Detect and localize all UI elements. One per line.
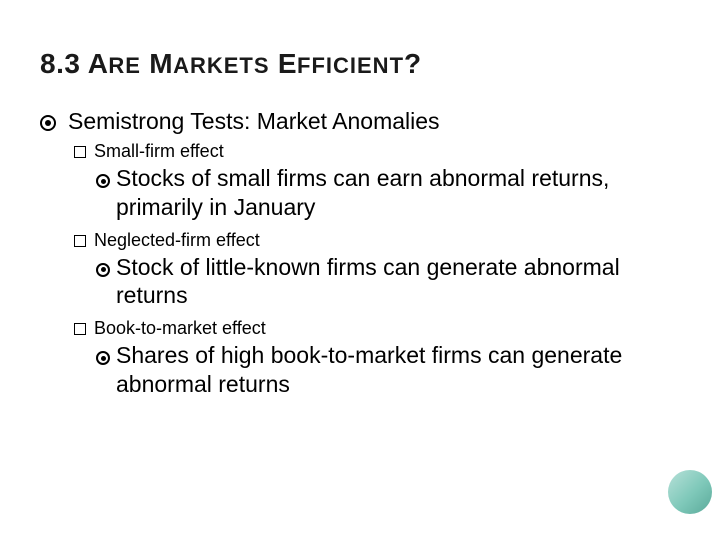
bullet-lvl1-text: Semistrong Tests: Market Anomalies <box>68 108 440 135</box>
bullet-lvl2-1: Small-firm effect <box>74 141 680 162</box>
title-word-2: MARKETS <box>149 48 278 79</box>
bullet-lvl2-3: Book-to-market effect <box>74 318 680 339</box>
slide-title: 8.3 ARE MARKETS EFFICIENT? <box>40 48 680 80</box>
title-word-3-rest: FFICIENT <box>297 53 404 78</box>
title-word-2-rest: ARKETS <box>173 53 269 78</box>
square-bullet-icon <box>74 146 86 158</box>
donut-bullet-icon <box>96 351 110 365</box>
bullet-lvl2-1-text: Small-firm effect <box>94 141 224 162</box>
donut-bullet-icon <box>96 263 110 277</box>
title-word-1-rest: RE <box>108 53 141 78</box>
title-punct: ? <box>404 48 422 79</box>
bullet-lvl2-3-text: Book-to-market effect <box>94 318 266 339</box>
bullet-lvl3-1: Stocks of small firms can earn abnormal … <box>96 164 680 222</box>
square-bullet-icon <box>74 235 86 247</box>
bullet-lvl2-2-text: Neglected-firm effect <box>94 230 260 251</box>
title-word-2-cap: M <box>149 48 173 79</box>
bullet-lvl3-2: Stock of little-known firms can generate… <box>96 253 680 311</box>
title-word-3: EFFICIENT <box>278 48 404 79</box>
bullet-lvl3-3: Shares of high book-to-market firms can … <box>96 341 680 399</box>
accent-circle-icon <box>668 470 712 514</box>
donut-bullet-icon <box>40 115 56 131</box>
title-word-1: ARE <box>88 48 150 79</box>
donut-bullet-icon <box>96 174 110 188</box>
square-bullet-icon <box>74 323 86 335</box>
bullet-lvl1: Semistrong Tests: Market Anomalies <box>40 108 680 135</box>
bullet-lvl3-2-text: Stock of little-known firms can generate… <box>116 253 676 311</box>
title-number: 8.3 <box>40 48 80 79</box>
bullet-lvl2-2: Neglected-firm effect <box>74 230 680 251</box>
slide: 8.3 ARE MARKETS EFFICIENT? Semistrong Te… <box>0 0 720 540</box>
title-word-1-cap: A <box>88 48 109 79</box>
title-word-3-cap: E <box>278 48 297 79</box>
bullet-lvl3-1-text: Stocks of small firms can earn abnormal … <box>116 164 676 222</box>
bullet-lvl3-3-text: Shares of high book-to-market firms can … <box>116 341 676 399</box>
